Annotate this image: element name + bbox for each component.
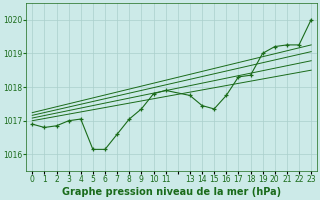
X-axis label: Graphe pression niveau de la mer (hPa): Graphe pression niveau de la mer (hPa): [62, 187, 281, 197]
